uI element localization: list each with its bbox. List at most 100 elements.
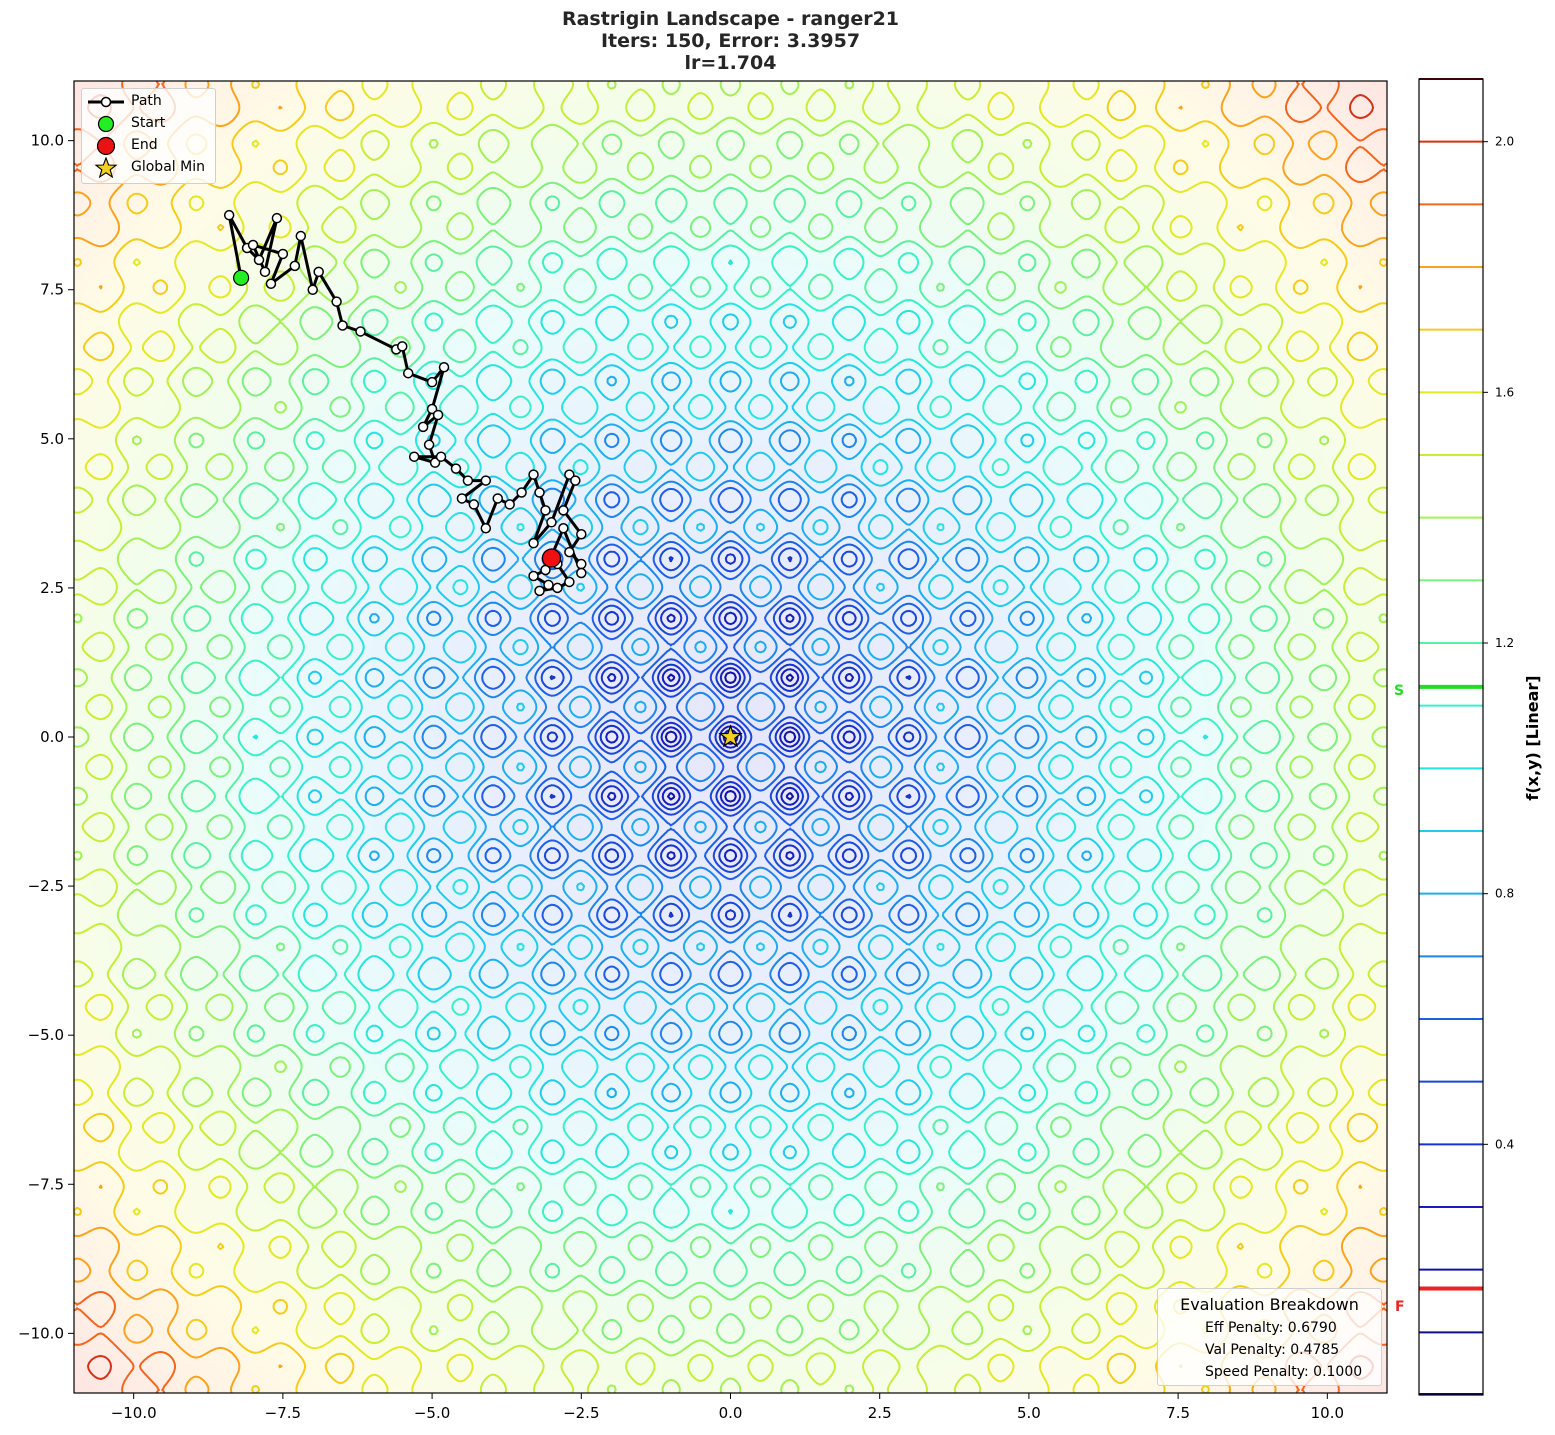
contour-lines: [74, 81, 1387, 1393]
eff-penalty: Eff Penalty: 0.6790: [1205, 1320, 1337, 1336]
path-point: [432, 409, 444, 421]
path-point: [289, 260, 301, 272]
contour-level: [74, 81, 1387, 1393]
legend-item-end: End: [82, 135, 215, 157]
chart-title: Rastrigin Landscape - ranger21 Iters: 15…: [74, 8, 1387, 74]
path-point: [438, 362, 450, 373]
path-point: [408, 451, 420, 462]
path-point: [429, 457, 441, 468]
path-point: [540, 505, 551, 516]
colorbar-final-marker: F: [1395, 1299, 1405, 1315]
path-point: [576, 567, 587, 579]
path-point: [543, 579, 554, 591]
y-tick-label: 10.0: [31, 132, 64, 150]
start-marker-label: S: [1394, 683, 1405, 699]
legend-item-path: Path: [82, 91, 215, 113]
contour-level: [252, 259, 1209, 1215]
x-tick-label: −2.5: [563, 1404, 599, 1422]
y-tick-label: −10.0: [18, 1324, 64, 1342]
legend-label-start: Start: [131, 115, 166, 131]
evaluation-header: Evaluation Breakdown: [1180, 1295, 1359, 1314]
y-tick-label: −7.5: [28, 1175, 64, 1193]
contour-level: [237, 244, 1224, 1230]
contour-level: [74, 81, 1387, 1393]
contour-level: [123, 130, 1338, 1344]
legend-item-start: Start: [82, 113, 215, 135]
end-dot-icon: [96, 136, 116, 156]
x-tick-label: −10.0: [111, 1404, 157, 1422]
colorbar-label: f(x,y) [Linear]: [1523, 675, 1542, 800]
path-point: [259, 266, 271, 278]
path-point: [576, 558, 587, 570]
x-tick-label: −5.0: [414, 1404, 450, 1422]
path-point: [247, 239, 259, 251]
title-line-2: Iters: 150, Error: 3.3957: [600, 30, 861, 52]
start-dot-icon: [97, 115, 115, 133]
y-axis: −10.0 −7.5 −5.0 −2.5 0.0 2.5 5.0 7.5 10.0: [18, 132, 74, 1342]
path-point: [331, 296, 342, 307]
contour-level: [539, 546, 922, 928]
path-point: [546, 517, 557, 528]
path-point: [558, 523, 569, 534]
x-tick-label: 10.0: [1311, 1404, 1344, 1422]
x-axis: −10.0 −7.5 −5.0 −2.5 0.0 2.5 5.0 7.5 10.0: [111, 1393, 1344, 1422]
colorbar-tick-label: 1.2: [1495, 636, 1514, 650]
path-point: [450, 463, 462, 474]
contour-level: [180, 186, 1281, 1288]
path-point: [534, 585, 545, 597]
y-tick-label: 0.0: [40, 728, 64, 746]
legend-item-global-min: Global Min: [82, 157, 215, 179]
path-point: [397, 341, 408, 352]
speed-penalty: Speed Penalty: 0.1000: [1205, 1364, 1363, 1380]
y-tick-label: 5.0: [40, 430, 64, 448]
start-marker: [233, 269, 250, 286]
colorbar-tick-label: 1.6: [1495, 385, 1514, 399]
path-point: [426, 376, 438, 388]
optimizer-path: [223, 209, 743, 748]
path-point: [337, 320, 348, 331]
path-point: [402, 367, 414, 379]
path-point: [552, 582, 563, 594]
legend-label-global-min: Global Min: [131, 159, 205, 175]
colorbar-tick-label: 2.0: [1495, 135, 1514, 149]
colorbar-start-marker: S: [1394, 683, 1404, 699]
path-point: [516, 487, 527, 498]
path-point: [564, 576, 575, 588]
plot-area: [73, 80, 1388, 1394]
evaluation-breakdown-box: Evaluation Breakdown Eff Penalty: 0.6790…: [1157, 1288, 1382, 1386]
path-point: [570, 475, 581, 486]
x-tick-label: 5.0: [1017, 1404, 1041, 1422]
contour-level: [74, 81, 1387, 1393]
path-point: [564, 469, 575, 480]
y-tick-label: 7.5: [40, 281, 64, 299]
path-point: [504, 499, 515, 510]
colorbar-tick-label: 0.4: [1495, 1137, 1514, 1151]
contour-level: [605, 611, 856, 863]
y-tick-label: 2.5: [40, 579, 64, 597]
path-point: [355, 326, 366, 337]
y-tick-label: −2.5: [28, 877, 64, 895]
path-point: [313, 266, 324, 278]
colorbar-tick-label: 0.8: [1495, 887, 1514, 901]
path-point: [492, 493, 503, 504]
path-point: [468, 499, 480, 510]
colorbar-frame: [1418, 78, 1484, 1396]
title-line-1: Rastrigin Landscape - ranger21: [561, 8, 900, 30]
x-tick-label: 0.0: [719, 1404, 743, 1422]
path-point: [277, 248, 289, 260]
path-point: [456, 493, 468, 504]
val-penalty: Val Penalty: 0.4785: [1205, 1342, 1340, 1358]
legend-label-path: Path: [131, 93, 162, 109]
x-tick-label: 2.5: [868, 1404, 892, 1422]
path-point: [576, 528, 587, 540]
title-line-3: lr=1.704: [684, 52, 777, 74]
path-point: [480, 523, 492, 534]
colorbar: 0.4 0.8 1.2 1.6 2.0 f(x,y) [Linear]: [1418, 78, 1542, 1396]
y-tick-label: −5.0: [28, 1026, 64, 1044]
path-point: [480, 475, 492, 486]
contour-level: [421, 428, 1040, 1046]
path-point: [295, 230, 307, 242]
legend-label-end: End: [131, 137, 158, 153]
path-point: [307, 284, 318, 295]
contour-level: [363, 370, 1098, 1104]
